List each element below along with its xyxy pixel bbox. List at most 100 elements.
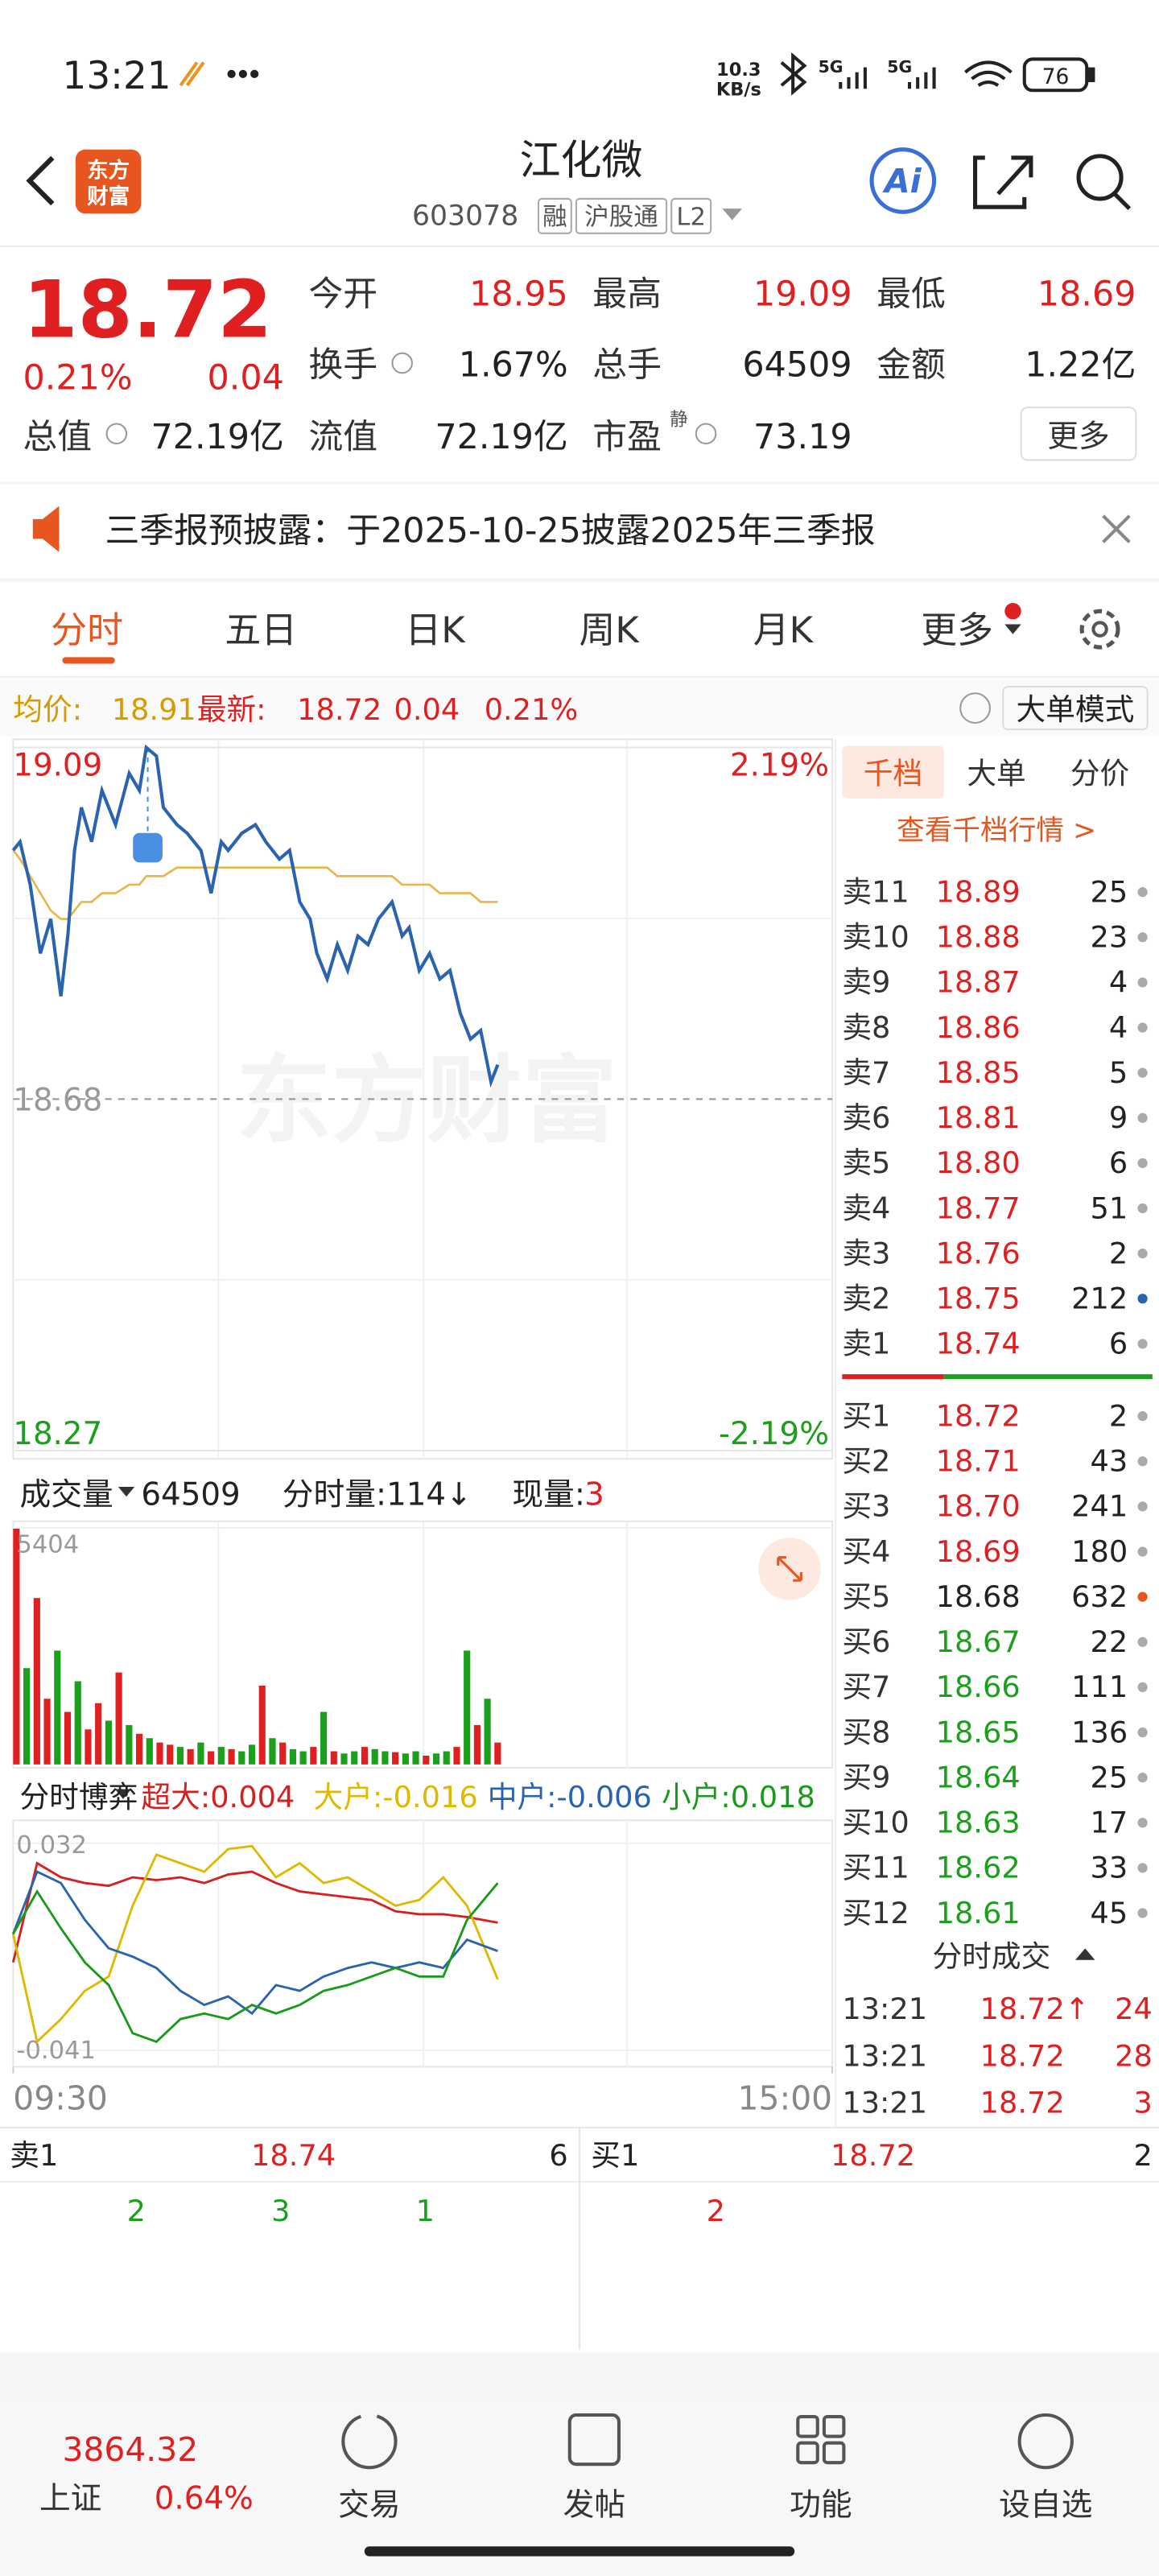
field-value: 18.69 (1037, 275, 1136, 315)
queue-price: 18.74 (251, 2138, 336, 2173)
more-button[interactable] (1020, 407, 1137, 461)
field-label: 总值 (23, 417, 93, 457)
more-button-label[interactable]: 更多 (1047, 419, 1109, 455)
level-label: 买1 (842, 1398, 890, 1433)
x-tick-label: 09:30 (13, 2079, 108, 2117)
y2-tick-label: -2.19% (719, 1416, 829, 1452)
flow-line (11, 1844, 499, 2045)
volume-label: 成交量 (19, 1476, 113, 1513)
level-price: 18.65 (936, 1715, 1021, 1749)
share-button[interactable] (973, 155, 1033, 209)
flow-line (11, 1861, 498, 1963)
info-icon (695, 423, 717, 445)
book-tab[interactable]: 分价 (1070, 756, 1129, 791)
level-volume: 9 (1109, 1100, 1128, 1135)
level-volume: 43 (1091, 1444, 1128, 1479)
level-price: 18.85 (936, 1055, 1021, 1090)
field-label: 流值 (308, 417, 377, 457)
level-volume: 212 (1071, 1282, 1128, 1316)
queue-order: 3 (271, 2194, 290, 2228)
level-price: 18.61 (936, 1896, 1021, 1930)
help-icon (959, 692, 991, 724)
level-price: 18.68 (936, 1579, 1021, 1614)
dropdown-arrow (1004, 624, 1021, 634)
book-link[interactable]: 查看千档行情 > (897, 815, 1096, 847)
settings-button[interactable] (1079, 609, 1120, 650)
level-dot (1137, 1727, 1148, 1738)
back-button[interactable] (26, 155, 55, 206)
queue-order: 2 (707, 2194, 725, 2228)
mode-button-label[interactable]: 大单模式 (1017, 692, 1135, 727)
tag: L2 (676, 204, 706, 232)
tab[interactable]: 分时 (51, 609, 123, 651)
queue-label: 卖1 (10, 2138, 58, 2173)
volume-bar (33, 1598, 40, 1765)
book-tab[interactable]: 大单 (967, 756, 1025, 791)
nav-item[interactable]: 设自选 (999, 2487, 1092, 2523)
level-volume: 111 (1071, 1670, 1128, 1704)
field-value: 19.09 (753, 275, 852, 315)
level-dot (1137, 1203, 1148, 1214)
volume-bar (95, 1703, 102, 1765)
level-price: 18.86 (936, 1010, 1021, 1045)
index-name: 上证 (39, 2480, 101, 2516)
level-volume: 4 (1109, 965, 1128, 1000)
level-label: 买4 (842, 1534, 890, 1569)
level-dot (1137, 887, 1148, 898)
trade-volume: 24 (1115, 1992, 1153, 2026)
trade-icon (341, 2413, 398, 2470)
tab[interactable]: 日K (405, 609, 466, 651)
nav-item[interactable]: 功能 (790, 2487, 852, 2523)
notice-text: 三季报预披露：于2025-10-25披露2025年三季报 (105, 510, 876, 551)
dropdown-arrow (1074, 1948, 1095, 1960)
field-value: 1.67% (459, 345, 568, 385)
nav-item[interactable]: 发帖 (563, 2487, 625, 2523)
tag-box (670, 197, 712, 234)
y-tick-label: 0.032 (16, 1831, 87, 1860)
tab[interactable]: 五日 (225, 609, 297, 651)
dot (238, 69, 247, 78)
level-volume: 4 (1109, 1010, 1128, 1045)
dot (227, 69, 236, 78)
field-label: 总手 (592, 345, 662, 385)
volume-bar (105, 1720, 112, 1765)
search-button[interactable] (1076, 154, 1124, 201)
tab[interactable]: 更多 (921, 609, 993, 651)
index-value: 3864.32 (63, 2430, 199, 2469)
field-label: 最低 (876, 275, 946, 315)
volume-bar (382, 1751, 389, 1765)
chart-grid (217, 1820, 629, 2067)
level-label: 卖6 (842, 1100, 890, 1135)
level-price: 18.87 (936, 965, 1021, 1000)
book-tab[interactable]: 千档 (864, 756, 922, 791)
logo (75, 149, 142, 214)
field-label: 今开 (308, 275, 377, 315)
level-price: 18.69 (936, 1534, 1021, 1569)
close-button[interactable] (1102, 514, 1131, 543)
volume-bar (330, 1751, 337, 1765)
level-price: 18.81 (936, 1100, 1021, 1135)
function-icon (822, 2415, 846, 2438)
current-volume-label: 现量: (512, 1476, 585, 1513)
level-label: 卖1 (842, 1327, 890, 1361)
dropdown-arrow (722, 208, 742, 221)
last-price: 18.72 (23, 264, 273, 356)
level-dot (1137, 1411, 1148, 1422)
level-label: 卖8 (842, 1010, 890, 1045)
tab[interactable]: 周K (580, 609, 641, 651)
nav-item[interactable]: 交易 (338, 2487, 400, 2523)
y2-tick-label: 2.19% (730, 747, 829, 783)
volume-bar (484, 1699, 491, 1765)
ai-label: Ai (882, 162, 922, 200)
mode-button[interactable] (1002, 686, 1149, 731)
legend-entry: 中户:-0.006 (488, 1780, 652, 1814)
field-label: 金额 (876, 345, 946, 385)
tag-box (537, 197, 572, 234)
flow-title: 分时博弈 (19, 1780, 138, 1814)
volume-bar (464, 1650, 471, 1765)
trade-volume: 3 (1133, 2085, 1152, 2120)
ai-button[interactable] (869, 147, 937, 214)
post-icon (567, 2413, 621, 2467)
tab[interactable]: 月K (753, 609, 815, 651)
